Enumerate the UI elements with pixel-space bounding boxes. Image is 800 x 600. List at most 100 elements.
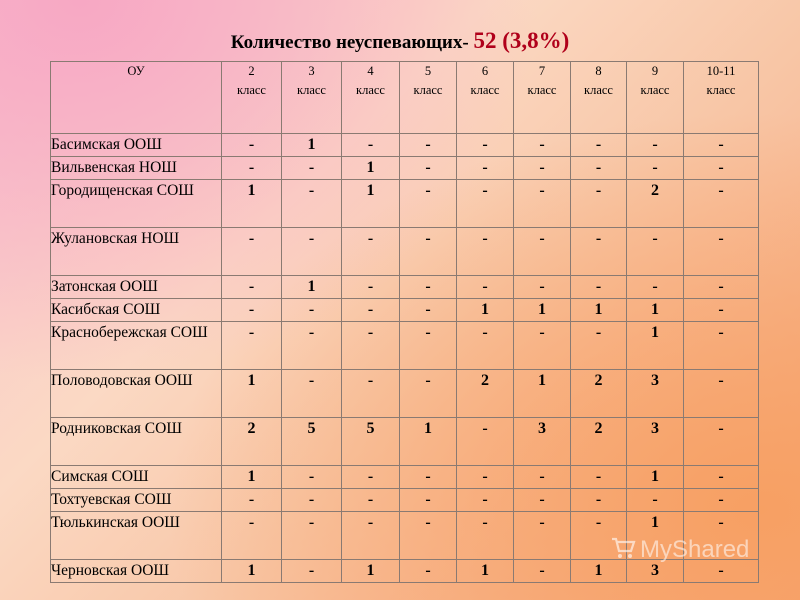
grade-count: - — [456, 321, 514, 370]
school-name: Родниковская СОШ — [50, 417, 222, 466]
header-line: ОУ — [127, 64, 145, 78]
grade-count: 1 — [221, 179, 282, 228]
grade-count: 1 — [281, 133, 342, 157]
grade-count: - — [341, 465, 400, 489]
grade-count: 5 — [341, 417, 400, 466]
grade-count: - — [513, 511, 571, 560]
header-line: класс — [413, 83, 443, 97]
table-row: Половодовская ООШ 1- - -2 1 2 3- — [50, 369, 759, 418]
grade-count: - — [683, 227, 759, 276]
grade-count: - — [341, 321, 400, 370]
grade-count: - — [399, 465, 457, 489]
grade-count: - — [513, 321, 571, 370]
grade-count: - — [341, 488, 400, 512]
grade-count: - — [341, 133, 400, 157]
grade-count: 1 — [341, 179, 400, 228]
table-row: Жулановская НОШ - - - - - - - - - — [50, 227, 759, 276]
grade-count: - — [281, 465, 342, 489]
grade-count: - — [513, 179, 571, 228]
grade-count: 1 — [341, 156, 400, 180]
header-grade: 2 класс — [221, 61, 282, 134]
grade-count: - — [456, 465, 514, 489]
grade-count: - — [456, 488, 514, 512]
grade-count: - — [570, 511, 627, 560]
grade-count: 1 — [221, 465, 282, 489]
grade-count: - — [221, 321, 282, 370]
header-line: 5 — [424, 64, 432, 78]
grade-count: - — [399, 488, 457, 512]
grade-count: - — [281, 156, 342, 180]
grade-count: - — [399, 227, 457, 276]
grade-count: - — [570, 275, 627, 299]
header-line: класс — [584, 83, 613, 97]
grade-count: - — [683, 275, 759, 299]
school-name: Жулановская НОШ — [50, 227, 222, 276]
grade-count: - — [341, 298, 400, 322]
school-name: Черновская ООШ — [50, 559, 222, 583]
table-row: Вильвенская НОШ - -1- - - - - - — [50, 156, 759, 180]
grade-count: 1 — [513, 298, 571, 322]
grade-count: - — [221, 511, 282, 560]
grade-count: - — [570, 465, 627, 489]
grade-count: - — [399, 156, 457, 180]
header-line: класс — [640, 83, 670, 97]
grade-count: - — [281, 511, 342, 560]
header-line: 10-11 — [706, 64, 736, 78]
grade-count: - — [221, 298, 282, 322]
grade-count: - — [456, 417, 514, 466]
table-row: Затонская ООШ -1- - - - - - - — [50, 275, 759, 299]
grade-count: - — [221, 133, 282, 157]
grade-count: - — [513, 156, 571, 180]
school-name: Вильвенская НОШ — [50, 156, 222, 180]
failing-students-table: ОУ 2 класс 3 класс 4 класс 5 класс 6 класс 7 класс 8 к… — [50, 61, 759, 583]
grade-count: - — [513, 275, 571, 299]
school-name: Тюлькинская ООШ — [50, 511, 222, 560]
grade-count: 1 — [399, 417, 457, 466]
header-line: класс — [706, 83, 736, 97]
grade-count: - — [456, 275, 514, 299]
grade-count: - — [399, 321, 457, 370]
school-name: Краснобережская СОШ — [50, 321, 222, 370]
grade-count: - — [570, 227, 627, 276]
grade-count: - — [683, 133, 759, 157]
grade-count: - — [513, 559, 571, 583]
header-line: 8 — [595, 64, 602, 78]
header-grade: 9 класс — [626, 61, 684, 134]
school-name: Затонская ООШ — [50, 275, 222, 299]
grade-count: - — [683, 298, 759, 322]
grade-count: - — [456, 133, 514, 157]
grade-count: - — [399, 133, 457, 157]
header-grade: 3 класс — [281, 61, 342, 134]
grade-count: - — [341, 227, 400, 276]
grade-count: - — [399, 179, 457, 228]
grade-count: - — [683, 417, 759, 466]
header-line: класс — [297, 83, 326, 97]
header-line: класс — [527, 83, 557, 97]
grade-count: - — [513, 133, 571, 157]
table-header: ОУ 2 класс 3 класс 4 класс 5 класс 6 класс 7 класс 8 к… — [50, 61, 759, 134]
grade-count: 2 — [221, 417, 282, 466]
grade-count: - — [221, 488, 282, 512]
grade-count: 3 — [626, 369, 684, 418]
header-line: класс — [470, 83, 500, 97]
school-name: Симская СОШ — [50, 465, 222, 489]
grade-count: - — [221, 227, 282, 276]
grade-count: - — [570, 133, 627, 157]
page-title: Количество неуспевающих- 52 (3,8%) — [0, 28, 800, 54]
grade-count: - — [281, 179, 342, 228]
grade-count: 1 — [281, 275, 342, 299]
grade-count: 1 — [221, 559, 282, 583]
grade-count: 3 — [626, 417, 684, 466]
grade-count: - — [399, 298, 457, 322]
header-grade: 7 класс — [513, 61, 571, 134]
header-line: 3 — [308, 64, 315, 78]
grade-count: - — [341, 275, 400, 299]
grade-count: - — [281, 298, 342, 322]
table-body: Басимская ООШ -1- - - - - - - Вильвенская НОШ - -1… — [50, 133, 759, 583]
grade-count: 2 — [456, 369, 514, 418]
header-school: ОУ — [50, 61, 222, 134]
grade-count: - — [399, 275, 457, 299]
grade-count: - — [341, 369, 400, 418]
grade-count: - — [683, 156, 759, 180]
header-grade: 6 класс — [456, 61, 514, 134]
